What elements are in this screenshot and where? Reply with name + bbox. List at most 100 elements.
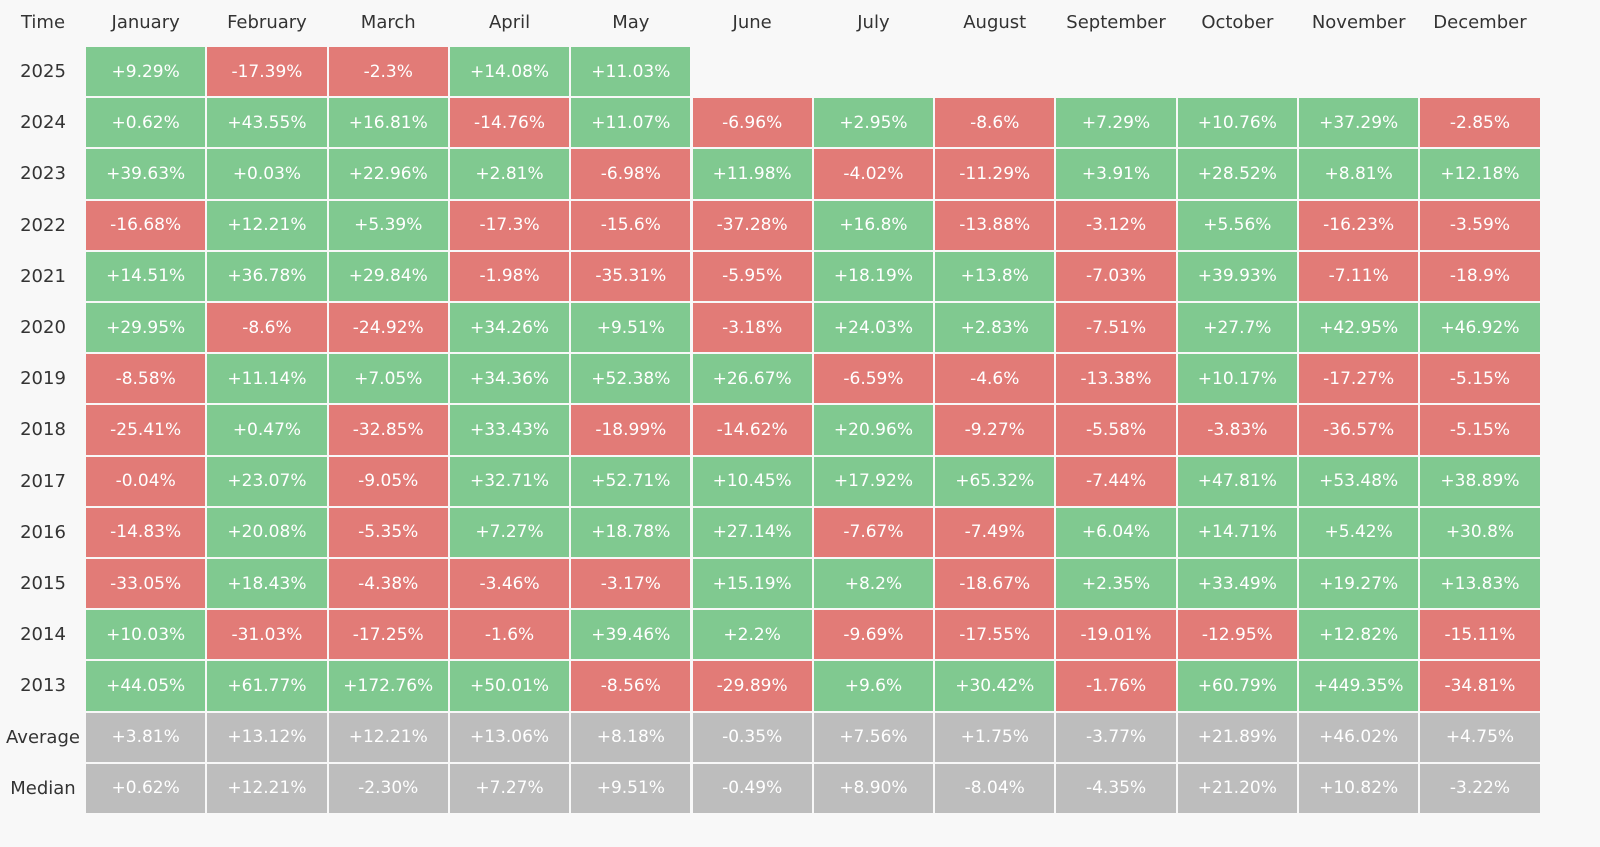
return-cell: -14.76%	[449, 98, 570, 148]
return-cell: +5.39%	[328, 200, 448, 250]
header-cell: June	[732, 11, 772, 33]
return-cell: +3.91%	[1056, 149, 1176, 199]
return-cell: +0.47%	[207, 405, 327, 455]
row-label: 2021	[20, 265, 66, 287]
row-label: 2022	[20, 214, 66, 236]
return-cell: -0.49%	[692, 763, 812, 813]
return-cell: +9.51%	[571, 763, 691, 813]
return-cell: -4.02%	[813, 149, 934, 199]
return-cell: +44.05%	[86, 661, 206, 711]
row-label: 2013	[20, 675, 66, 697]
return-cell: -6.96%	[692, 98, 812, 148]
return-cell: +65.32%	[935, 456, 1055, 506]
return-cell: -6.59%	[813, 354, 934, 404]
return-cell: +18.78%	[571, 507, 691, 557]
row-label: 2023	[20, 163, 66, 185]
return-cell: +7.56%	[813, 712, 934, 762]
return-cell: +8.81%	[1299, 149, 1419, 199]
return-cell: +34.26%	[449, 303, 570, 353]
return-cell: -7.67%	[813, 507, 934, 557]
return-cell: +10.82%	[1299, 763, 1419, 813]
return-cell: +14.71%	[1177, 507, 1297, 557]
return-cell: +2.2%	[692, 610, 812, 660]
return-cell: +27.14%	[692, 507, 812, 557]
return-cell: -8.58%	[86, 354, 206, 404]
return-cell: +20.08%	[207, 507, 327, 557]
return-cell: +38.89%	[1420, 456, 1540, 506]
return-cell: +22.96%	[328, 149, 448, 199]
return-cell: -14.62%	[692, 405, 812, 455]
return-cell: -16.23%	[1299, 200, 1419, 250]
return-cell: +50.01%	[449, 661, 570, 711]
return-cell: +11.14%	[207, 354, 327, 404]
return-cell: -18.99%	[571, 405, 691, 455]
row-label: Average	[6, 726, 80, 748]
return-cell: +32.71%	[449, 456, 570, 506]
return-cell: -5.95%	[692, 251, 812, 301]
return-cell: +11.03%	[571, 47, 691, 97]
return-cell: +13.12%	[207, 712, 327, 762]
return-cell: -4.6%	[935, 354, 1055, 404]
return-cell: +10.17%	[1177, 354, 1297, 404]
return-cell: +53.48%	[1299, 456, 1419, 506]
return-cell: +29.95%	[86, 303, 206, 353]
return-cell: +11.07%	[571, 98, 691, 148]
return-cell: +33.49%	[1177, 559, 1297, 609]
return-cell: -15.11%	[1420, 610, 1540, 660]
return-cell: -2.85%	[1420, 98, 1540, 148]
row-label: 2016	[20, 521, 66, 543]
return-cell: +13.8%	[935, 251, 1055, 301]
return-cell: -4.38%	[328, 559, 448, 609]
return-cell: +29.84%	[328, 251, 448, 301]
return-cell: +39.46%	[571, 610, 691, 660]
return-cell: -3.46%	[449, 559, 570, 609]
return-cell: -31.03%	[207, 610, 327, 660]
return-cell: +61.77%	[207, 661, 327, 711]
return-cell: +36.78%	[207, 251, 327, 301]
return-cell: +42.95%	[1299, 303, 1419, 353]
return-cell: +37.29%	[1299, 98, 1419, 148]
header-cell: April	[488, 11, 531, 33]
return-cell: +60.79%	[1177, 661, 1297, 711]
return-cell: +52.71%	[571, 456, 691, 506]
header-cell: March	[360, 11, 416, 33]
return-cell: +10.76%	[1177, 98, 1297, 148]
return-cell: -17.39%	[207, 47, 327, 97]
return-cell: -8.56%	[571, 661, 691, 711]
return-cell: +11.98%	[692, 149, 812, 199]
return-cell: -16.68%	[86, 200, 206, 250]
row-label: Median	[10, 777, 76, 799]
return-cell: -7.03%	[1056, 251, 1176, 301]
return-cell: +16.81%	[328, 98, 448, 148]
return-cell: -3.12%	[1056, 200, 1176, 250]
return-cell: -7.49%	[935, 507, 1055, 557]
return-cell: +18.43%	[207, 559, 327, 609]
return-cell: -4.35%	[1056, 763, 1176, 813]
return-cell: -8.6%	[935, 98, 1055, 148]
return-cell: +14.08%	[449, 47, 570, 97]
return-cell: +39.63%	[86, 149, 206, 199]
return-cell: +18.19%	[813, 251, 934, 301]
return-cell: -24.92%	[328, 303, 448, 353]
return-cell: -9.69%	[813, 610, 934, 660]
return-cell: +0.62%	[86, 763, 206, 813]
return-cell: -3.59%	[1420, 200, 1540, 250]
header-cell: January	[111, 11, 180, 33]
return-cell: +1.75%	[935, 712, 1055, 762]
return-cell: +30.42%	[935, 661, 1055, 711]
return-cell: +30.8%	[1420, 507, 1540, 557]
return-cell: -5.15%	[1420, 354, 1540, 404]
return-cell: +7.27%	[449, 763, 570, 813]
return-cell: +5.42%	[1299, 507, 1419, 557]
return-cell: -34.81%	[1420, 661, 1540, 711]
return-cell: -5.58%	[1056, 405, 1176, 455]
return-cell: +3.81%	[86, 712, 206, 762]
header-cell: September	[1066, 11, 1166, 33]
row-label: 2014	[20, 624, 66, 646]
return-cell: -18.9%	[1420, 251, 1540, 301]
return-cell: +12.21%	[207, 763, 327, 813]
return-cell: +43.55%	[207, 98, 327, 148]
header-cell: December	[1433, 11, 1527, 33]
return-cell: -3.22%	[1420, 763, 1540, 813]
